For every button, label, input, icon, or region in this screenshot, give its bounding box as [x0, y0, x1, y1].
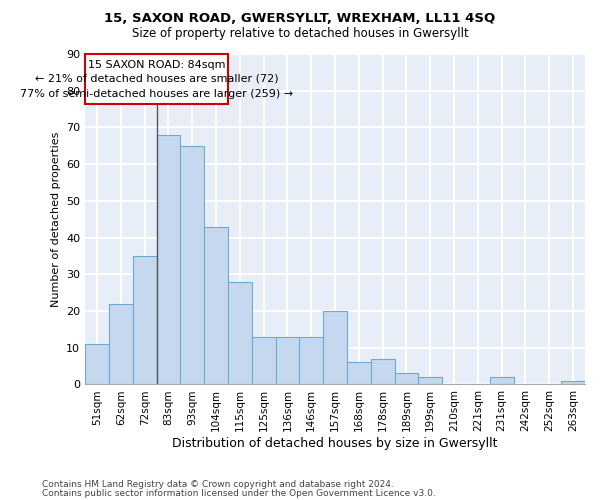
Bar	[228, 282, 252, 385]
Bar	[85, 344, 109, 385]
Bar	[490, 377, 514, 384]
Text: 15, SAXON ROAD, GWERSYLLT, WREXHAM, LL11 4SQ: 15, SAXON ROAD, GWERSYLLT, WREXHAM, LL11…	[104, 12, 496, 26]
Text: ← 21% of detached houses are smaller (72): ← 21% of detached houses are smaller (72…	[35, 74, 278, 84]
Bar	[347, 362, 371, 384]
Bar	[275, 336, 299, 384]
Bar	[252, 336, 275, 384]
Bar	[418, 377, 442, 384]
X-axis label: Distribution of detached houses by size in Gwersyllt: Distribution of detached houses by size …	[172, 437, 498, 450]
Bar	[299, 336, 323, 384]
Text: 77% of semi-detached houses are larger (259) →: 77% of semi-detached houses are larger (…	[20, 88, 293, 99]
Bar	[395, 374, 418, 384]
Text: Contains public sector information licensed under the Open Government Licence v3: Contains public sector information licen…	[42, 488, 436, 498]
Y-axis label: Number of detached properties: Number of detached properties	[50, 132, 61, 307]
FancyBboxPatch shape	[85, 54, 228, 104]
Bar	[561, 381, 585, 384]
Text: Contains HM Land Registry data © Crown copyright and database right 2024.: Contains HM Land Registry data © Crown c…	[42, 480, 394, 489]
Bar	[371, 359, 395, 384]
Text: 15 SAXON ROAD: 84sqm: 15 SAXON ROAD: 84sqm	[88, 60, 225, 70]
Bar	[181, 146, 204, 384]
Bar	[133, 256, 157, 384]
Text: Size of property relative to detached houses in Gwersyllt: Size of property relative to detached ho…	[131, 28, 469, 40]
Bar	[204, 226, 228, 384]
Bar	[323, 311, 347, 384]
Bar	[157, 135, 181, 384]
Bar	[109, 304, 133, 384]
